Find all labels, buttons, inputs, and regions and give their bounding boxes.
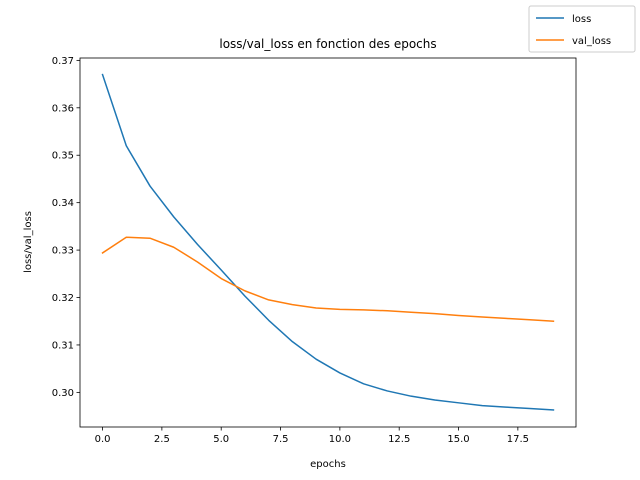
x-tick-label: 12.5	[388, 434, 410, 445]
x-axis-label: epochs	[310, 459, 346, 470]
legend: loss val_loss	[528, 5, 636, 53]
legend-label-val-loss: val_loss	[572, 36, 611, 47]
y-tick-label: 0.35	[52, 151, 74, 162]
x-axis-ticks: 0.0 2.5 5.0 7.5 10.0 12.5 15.0 17.5	[95, 427, 529, 445]
x-tick-label: 7.5	[273, 434, 289, 445]
plot-frame	[79, 57, 577, 428]
x-tick-label: 15.0	[447, 434, 469, 445]
y-tick-label: 0.36	[52, 103, 74, 114]
x-tick-label: 2.5	[154, 434, 170, 445]
series-lines	[101, 73, 555, 411]
x-tick-label: 17.5	[507, 434, 529, 445]
y-tick-label: 0.37	[52, 56, 74, 67]
x-tick-label: 0.0	[95, 434, 111, 445]
y-tick-label: 0.33	[52, 246, 74, 257]
series-line-val-loss	[101, 236, 555, 323]
x-tick-label: 10.0	[329, 434, 351, 445]
y-tick-label: 0.30	[52, 388, 74, 399]
plot-area: 0.0 2.5 5.0 7.5 10.0 12.5 15.0 17.5 0.300.310.3…	[52, 56, 577, 445]
legend-label-loss: loss	[572, 14, 591, 25]
plot-background	[80, 58, 576, 427]
series-line-loss	[101, 73, 555, 411]
y-tick-label: 0.31	[52, 340, 74, 351]
y-tick-label: 0.34	[52, 198, 74, 209]
y-tick-label: 0.32	[52, 293, 74, 304]
x-tick-label: 5.0	[213, 434, 229, 445]
y-axis-ticks: 0.30 0.31 0.32 0.33 0.34 0.35 0.36 0.37	[52, 56, 80, 399]
y-axis-label: loss/val_loss	[23, 211, 34, 273]
chart-title: loss/val_loss en fonction des epochs	[219, 37, 436, 51]
